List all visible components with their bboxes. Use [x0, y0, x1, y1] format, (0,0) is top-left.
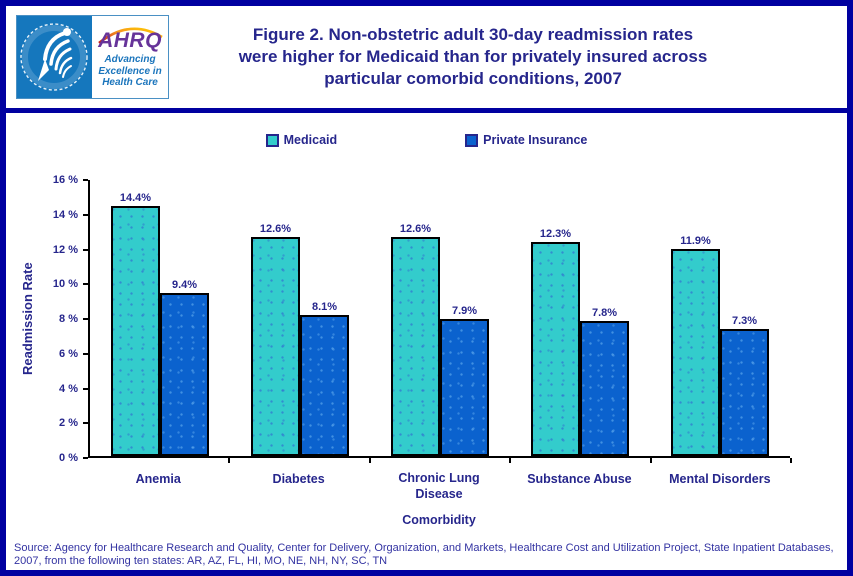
legend-label: Medicaid	[283, 133, 338, 147]
bar-value-label: 12.6%	[259, 223, 292, 236]
y-tick-label: 12 %	[52, 243, 78, 256]
x-tick	[790, 458, 792, 463]
y-tick	[83, 283, 88, 286]
y-tick-label: 16 %	[52, 174, 78, 186]
y-tick	[83, 422, 88, 425]
ahrq-tagline-line: Health Care	[102, 77, 158, 88]
bar-value-label: 11.9%	[680, 235, 711, 248]
bar-group-mental-disorders: 11.9% 7.3%	[650, 180, 790, 456]
rainbow-arc-icon	[98, 27, 163, 45]
legend-item-private-insurance: Private Insurance	[465, 133, 587, 147]
x-tick	[509, 458, 512, 463]
figure-header: AHRQ Advancing Excellence in Health Care…	[6, 6, 847, 108]
bar-group-substance-abuse: 12.3% 7.8%	[510, 180, 650, 456]
x-axis-title: Comorbidity	[402, 513, 476, 527]
ahrq-tagline-line: Excellence in	[98, 65, 162, 77]
y-tick-label: 14 %	[52, 208, 78, 221]
bar-with-label: 12.6%	[391, 223, 440, 456]
ahrq-hhs-logo: AHRQ Advancing Excellence in Health Care	[16, 15, 169, 99]
bar-medicaid-chronic-lung-disease	[391, 237, 440, 456]
category-label: Substance Abuse	[509, 470, 649, 503]
bar-with-label: 7.3%	[720, 315, 769, 456]
bar-medicaid-mental-disorders	[671, 249, 720, 456]
x-tick	[649, 458, 652, 463]
y-tick	[83, 457, 88, 459]
bar-with-label: 7.9%	[440, 305, 489, 456]
plot-area: 14.4% 9.4% 12.6% 8.1% 12.6% 7.9% 12.3% 7.8% 11.9…	[83, 179, 792, 463]
bar-private-insurance-chronic-lung-disease	[440, 318, 489, 456]
category-label-text: Substance Abuse	[527, 472, 632, 486]
bar-value-label: 7.8%	[591, 306, 618, 319]
category-label: Chronic Lung Disease	[369, 470, 509, 503]
bar-value-label: 12.3%	[539, 228, 572, 241]
category-label: Mental Disorders	[650, 470, 790, 503]
bar-with-label: 11.9%	[671, 235, 720, 456]
category-label-text: Mental Disorders	[669, 472, 771, 486]
ahrq-logo: AHRQ Advancing Excellence in Health Care	[92, 16, 168, 98]
x-axis-category-labels: Anemia Diabetes Chronic Lung Disease Substa…	[88, 470, 790, 503]
bar-with-label: 8.1%	[300, 301, 349, 456]
bar-value-label: 9.4%	[171, 278, 198, 291]
bar-value-label: 7.9%	[451, 304, 478, 317]
bar-group-anemia: 14.4% 9.4%	[90, 180, 230, 456]
category-label-text: Anemia	[135, 472, 181, 486]
x-tick	[228, 458, 231, 463]
bar-with-label: 9.4%	[160, 279, 209, 456]
y-tick-label: 4 %	[59, 382, 78, 395]
y-tick	[83, 179, 88, 181]
bar-medicaid-substance-abuse	[531, 242, 580, 456]
hhs-eagle-icon	[17, 16, 92, 98]
y-axis-tick-labels: 0 % 2 % 4 % 6 % 8 % 10 % 12 % 14 % 16 %	[6, 174, 78, 464]
ahrq-acronym: AHRQ	[98, 29, 162, 52]
ahrq-tagline-line: Advancing	[104, 54, 156, 65]
y-tick	[83, 387, 88, 390]
bar-value-label: 12.6%	[399, 223, 432, 236]
bar-group-chronic-lung-disease: 12.6% 7.9%	[370, 180, 510, 456]
figure-title-line: Figure 2. Non-obstetric adult 30-day rea…	[252, 25, 694, 44]
y-tick-label: 0 %	[59, 452, 78, 464]
bar-group-diabetes: 12.6% 8.1%	[230, 180, 370, 456]
bar-with-label: 12.6%	[251, 223, 300, 456]
y-tick-label: 6 %	[59, 347, 78, 360]
ahrq-tagline: Advancing Excellence in Health Care	[92, 54, 168, 89]
bar-with-label: 12.3%	[531, 228, 580, 456]
x-tick	[368, 458, 371, 463]
bar-medicaid-anemia	[111, 205, 160, 456]
hhs-seal	[17, 16, 92, 98]
bar-value-label: 14.4%	[119, 191, 152, 204]
private-insurance-swatch	[465, 133, 479, 147]
bar-chart: Medicaid Private Insurance Readmission R…	[6, 113, 847, 541]
bar-value-label: 7.3%	[731, 315, 758, 328]
y-tick	[83, 318, 88, 320]
y-tick	[83, 352, 88, 355]
bar-medicaid-diabetes	[251, 237, 300, 456]
figure-title-line: were higher for Medicaid than for privat…	[238, 47, 708, 66]
y-tick-label: 2 %	[59, 417, 78, 430]
source-note: Source: Agency for Healthcare Research a…	[14, 542, 834, 567]
bar-value-label: 8.1%	[311, 301, 338, 314]
y-tick-label: 10 %	[52, 278, 78, 291]
figure-title-line: particular comorbid conditions, 2007	[324, 69, 622, 88]
bar-private-insurance-mental-disorders	[720, 329, 769, 456]
y-tick-label: 8 %	[59, 313, 78, 325]
chart-legend: Medicaid Private Insurance	[6, 133, 847, 147]
legend-label: Private Insurance	[483, 133, 588, 147]
header-divider	[6, 108, 847, 113]
category-label: Anemia	[88, 470, 228, 503]
bar-with-label: 7.8%	[580, 306, 629, 456]
bar-private-insurance-diabetes	[300, 315, 349, 456]
category-label-text: Chronic Lung Disease	[398, 471, 480, 501]
figure-title: Figure 2. Non-obstetric adult 30-day rea…	[169, 24, 777, 90]
category-label: Diabetes	[228, 470, 368, 503]
y-tick	[83, 248, 88, 251]
bar-private-insurance-substance-abuse	[580, 320, 629, 456]
bar-with-label: 14.4%	[111, 192, 160, 456]
y-tick	[83, 213, 88, 216]
bar-private-insurance-anemia	[160, 292, 209, 456]
legend-item-medicaid: Medicaid	[265, 133, 338, 147]
category-label-text: Diabetes	[272, 472, 325, 486]
medicaid-swatch	[265, 133, 279, 147]
